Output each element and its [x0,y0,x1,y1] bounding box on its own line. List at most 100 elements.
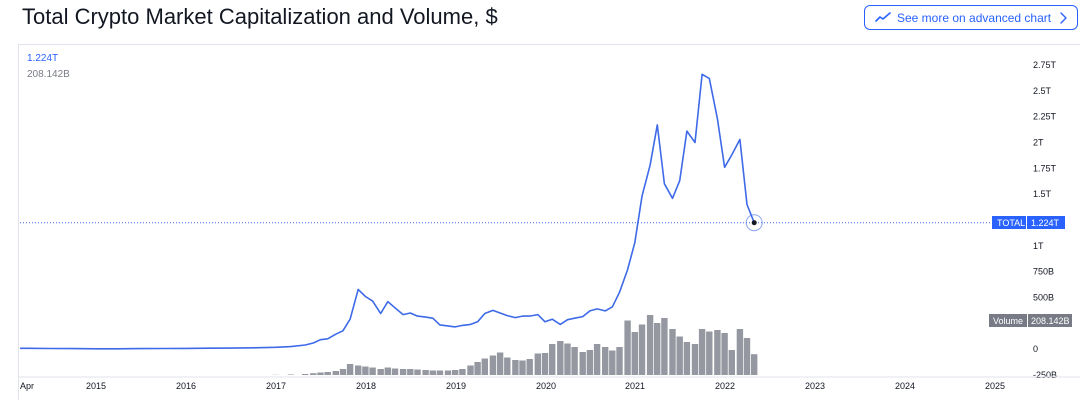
volume-bar [751,354,758,375]
x-tick-label: 2022 [715,381,735,391]
last-point-dot [751,220,757,226]
volume-bar [661,318,668,375]
volume-bar [631,332,638,375]
volume-bar [355,365,362,375]
volume-bar [384,367,391,375]
legend-cap-value: 1.224T [27,53,59,64]
volume-bars [272,315,758,375]
volume-bar [706,331,713,375]
volume-bar [444,370,452,375]
y-tick-label: 500B [1033,293,1054,303]
volume-bar [407,369,414,375]
volume-bar [369,367,376,375]
volume-tag-label: Volume [993,316,1023,326]
x-tick-label: 2023 [805,381,825,391]
volume-bar [429,370,436,375]
advanced-chart-button[interactable]: See more on advanced chart [864,5,1078,30]
volume-bar [602,347,609,375]
y-tick-label: -250B [1033,370,1057,380]
volume-bar [526,359,533,375]
volume-bar [317,372,324,375]
y-tick-label: 2.25T [1033,112,1057,122]
volume-bar [391,368,399,375]
volume-bar [414,369,421,375]
volume-bar [579,352,586,375]
x-tick-label: 2020 [536,381,556,391]
x-tick-label: 2015 [86,381,106,391]
volume-bar [593,344,601,375]
total-tag-label: TOTAL [997,218,1025,228]
volume-tag-value-bg [1028,314,1072,327]
trend-line-icon [875,11,891,25]
volume-bar [346,364,354,375]
volume-bar [676,336,683,375]
chevron-right-icon [1059,11,1067,24]
volume-price-tag: Volume 208.142B [989,314,1072,327]
volume-bar [481,358,488,375]
volume-bar [609,350,616,375]
y-tick-label: 1.75T [1033,163,1057,173]
y-tick-label: 1T [1033,241,1044,251]
volume-bar [399,369,407,375]
volume-bar [310,373,317,375]
total-price-tag: TOTAL 1.224T [992,216,1065,229]
volume-bar [564,343,571,375]
volume-bar [714,330,721,375]
volume-bar [616,347,623,375]
x-tick-label: 2018 [356,381,376,391]
y-tick-label: 1.5T [1033,189,1052,199]
x-tick-label: 2024 [895,381,915,391]
volume-bar [496,352,504,375]
chart-frame[interactable] [18,44,1080,400]
volume-tag-label-bg [989,314,1027,327]
volume-bar [721,333,728,375]
volume-bar [541,353,549,375]
volume-bar [467,365,474,375]
total-tag-value: 1.224T [1031,218,1060,228]
volume-bar [691,344,699,375]
x-tick-label: 2016 [176,381,196,391]
total-tag-value-bg [1027,216,1065,229]
advanced-chart-button-label: See more on advanced chart [897,10,1052,25]
volume-bar [459,369,466,375]
volume-bar [698,329,706,375]
volume-bar [489,355,497,375]
volume-bar [683,342,691,375]
volume-bar [646,315,654,375]
volume-bar [504,357,511,375]
volume-bar [669,329,676,375]
volume-bar [743,338,751,375]
legend-volume-value: 208.142B [27,69,70,80]
volume-bar [519,360,526,375]
x-tick-label: 2017 [266,381,286,391]
page-title: Total Crypto Market Capitalization and V… [22,4,498,29]
y-tick-label: 2.75T [1033,60,1057,70]
y-tick-label: 750B [1033,267,1054,277]
total-tag-label-bg [992,216,1026,229]
volume-bar [638,324,646,375]
x-tick-label: 2025 [985,381,1005,391]
volume-bar [452,370,459,375]
volume-bar [474,362,481,375]
volume-bar [362,366,369,375]
volume-bar [436,370,444,375]
volume-bar [736,329,744,375]
volume-tag-value: 208.142B [1031,316,1070,326]
volume-bar [339,369,347,375]
volume-bar [332,371,339,375]
volume-bar [557,341,564,375]
last-point-ring [745,214,763,232]
x-tick-label: 2021 [625,381,645,391]
volume-bar [624,320,631,375]
volume-bar [302,374,309,375]
volume-bar [571,347,578,375]
volume-bar [287,374,295,375]
volume-bar [728,350,735,375]
market-cap-line [20,73,755,350]
y-tick-label: 2T [1033,138,1044,148]
volume-bar [586,350,594,375]
volume-bar [422,370,429,375]
volume-bar [534,353,541,375]
x-axis: Apr 2015 2016 2017 2018 2019 2020 2021 2022 2023 2… [19,376,1080,391]
